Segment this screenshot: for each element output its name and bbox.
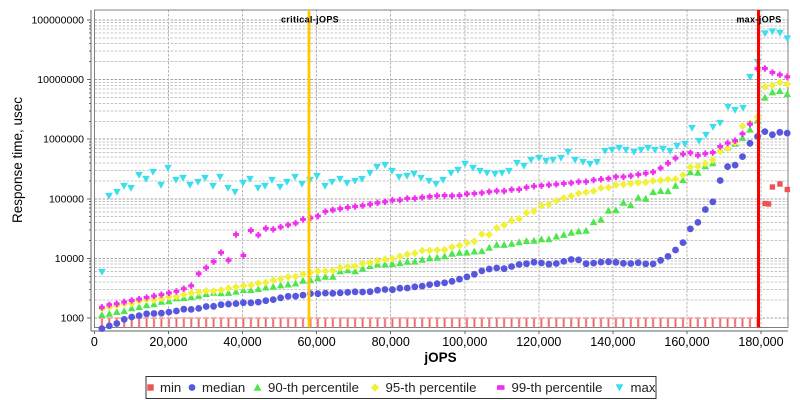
svg-text:99-th percentile: 99-th percentile (512, 380, 603, 395)
svg-text:60,000: 60,000 (297, 335, 335, 349)
svg-text:Response time, usec: Response time, usec (10, 97, 25, 223)
svg-text:140,000: 140,000 (590, 335, 635, 349)
svg-text:max: max (631, 380, 656, 395)
svg-text:90-th percentile: 90-th percentile (268, 380, 359, 395)
svg-text:10000000: 10000000 (37, 74, 84, 86)
svg-text:100000000: 100000000 (31, 15, 84, 27)
svg-text:100000: 100000 (49, 193, 84, 205)
svg-text:max-jOPS: max-jOPS (736, 15, 781, 25)
svg-text:160,000: 160,000 (664, 335, 709, 349)
svg-text:jOPS: jOPS (423, 350, 456, 365)
svg-text:95-th percentile: 95-th percentile (386, 380, 477, 395)
svg-text:120,000: 120,000 (516, 335, 561, 349)
svg-text:critical-jOPS: critical-jOPS (281, 15, 339, 25)
svg-text:1000000: 1000000 (43, 134, 84, 146)
svg-text:40,000: 40,000 (223, 335, 261, 349)
svg-text:180,000: 180,000 (738, 335, 783, 349)
svg-text:median: median (202, 380, 245, 395)
svg-text:100,000: 100,000 (442, 335, 487, 349)
svg-text:1000: 1000 (61, 313, 85, 325)
svg-text:10000: 10000 (55, 253, 84, 265)
svg-text:min: min (160, 380, 181, 395)
svg-text:20,000: 20,000 (149, 335, 187, 349)
svg-text:0: 0 (91, 335, 98, 349)
svg-text:80,000: 80,000 (372, 335, 410, 349)
